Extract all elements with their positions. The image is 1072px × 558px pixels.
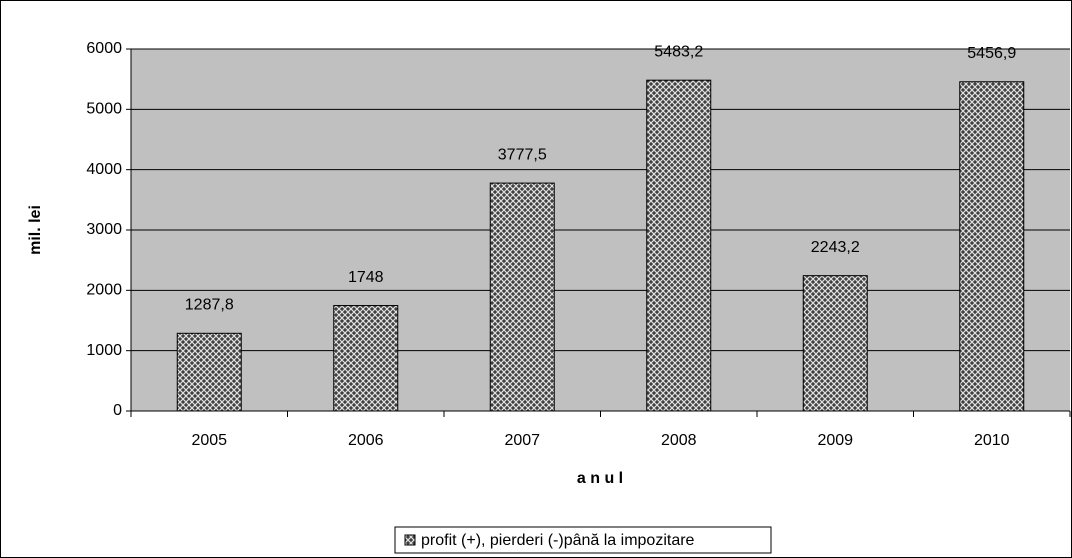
y-tick-label: 0: [113, 402, 122, 419]
data-label: 5456,9: [967, 45, 1016, 62]
y-tick-label: 3000: [86, 221, 122, 238]
x-axis-title: a n u l: [577, 470, 623, 487]
x-tick-label: 2009: [817, 432, 853, 449]
y-axis-title: mil. lei: [27, 205, 44, 255]
x-tick-label: 2005: [191, 432, 227, 449]
bar: [959, 81, 1025, 412]
data-label: 2243,2: [811, 239, 860, 256]
x-tick-label: 2006: [348, 432, 384, 449]
data-label: 1748: [348, 269, 384, 286]
bar: [333, 305, 399, 412]
y-tick-label: 1000: [86, 342, 122, 359]
y-tick-label: 4000: [86, 161, 122, 178]
y-tick-label: 5000: [86, 101, 122, 118]
legend-label: profit (+), pierderi (-)până la impozita…: [421, 532, 695, 549]
x-tick-label: 2010: [974, 432, 1010, 449]
bar: [176, 332, 242, 412]
bar: [802, 275, 868, 412]
x-tick-label: 2007: [504, 432, 540, 449]
data-label: 1287,8: [185, 297, 234, 314]
legend-swatch: [404, 534, 416, 546]
x-tick-label: 2008: [661, 432, 697, 449]
bar: [489, 182, 555, 412]
y-tick-label: 6000: [86, 40, 122, 57]
data-label: 5483,2: [654, 43, 703, 60]
legend: [394, 526, 772, 554]
data-label: 3777,5: [498, 146, 547, 163]
y-tick-label: 2000: [86, 282, 122, 299]
bar: [646, 79, 712, 412]
